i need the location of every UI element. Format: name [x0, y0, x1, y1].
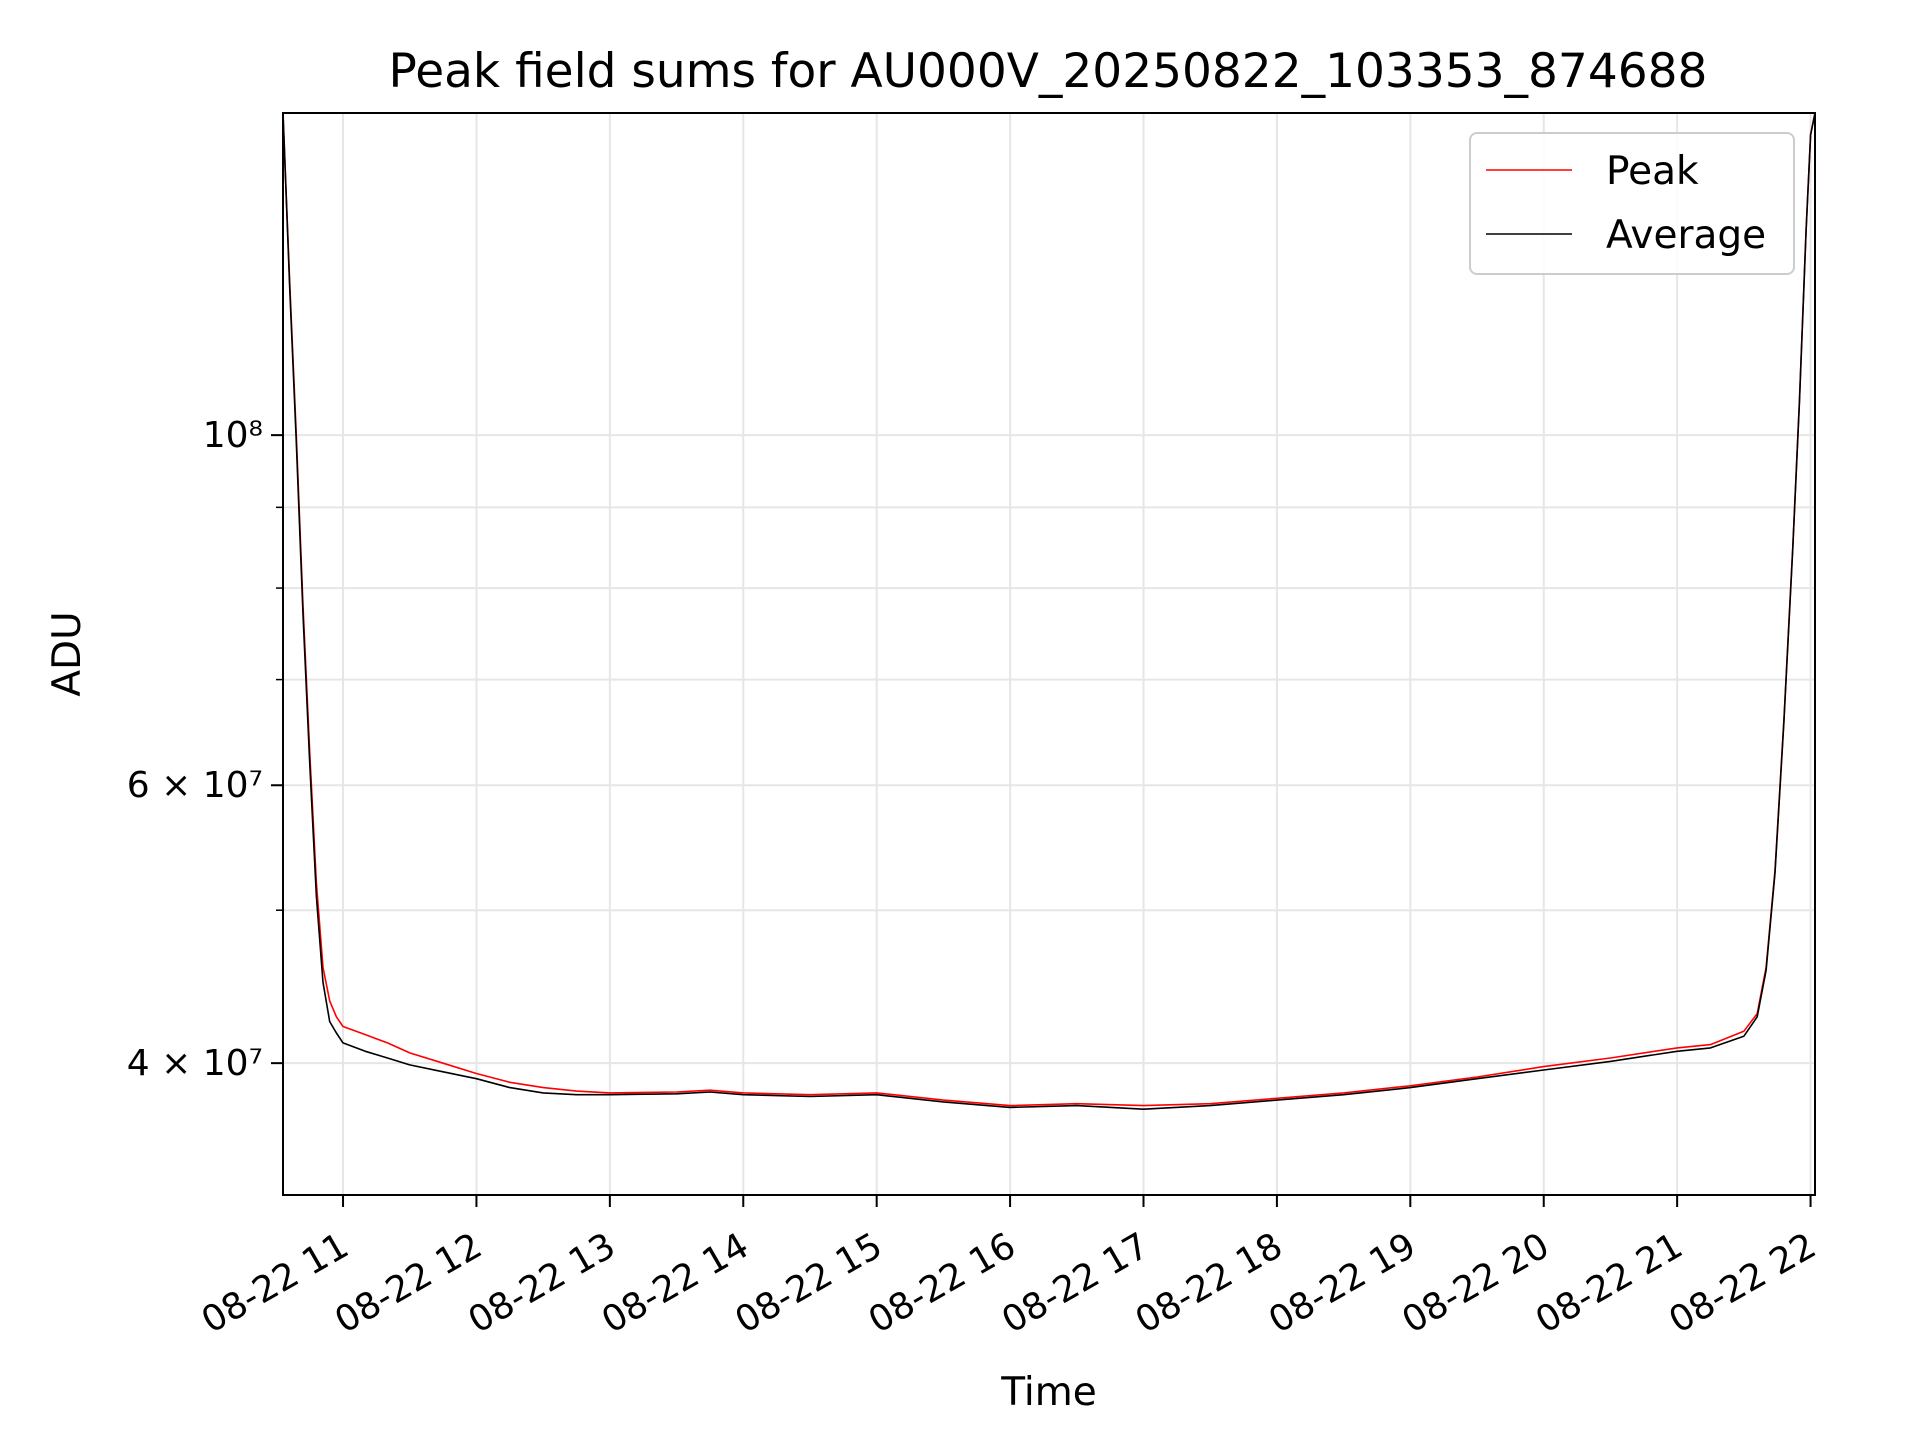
chart-title: Peak field sums for AU000V_20250822_1033…	[389, 44, 1708, 99]
legend-label-peak: Peak	[1606, 149, 1699, 194]
legend: Peak Average	[1469, 132, 1795, 275]
legend-box	[1469, 132, 1795, 275]
y-tick-label: 10⁸	[203, 415, 263, 456]
y-axis: 4 × 10⁷ 6 × 10⁷ 10⁸	[127, 415, 283, 1084]
legend-label-average: Average	[1606, 213, 1766, 258]
y-tick-label: 6 × 10⁷	[127, 765, 263, 806]
y-axis-label: ADU	[45, 611, 90, 696]
plot-frame	[282, 112, 1816, 1196]
x-axis-label: Time	[1000, 1370, 1096, 1415]
series-line-average	[282, 112, 1816, 1110]
series-layer	[282, 112, 1816, 1110]
y-tick-label: 4 × 10⁷	[127, 1043, 263, 1084]
grid	[283, 113, 1815, 1195]
